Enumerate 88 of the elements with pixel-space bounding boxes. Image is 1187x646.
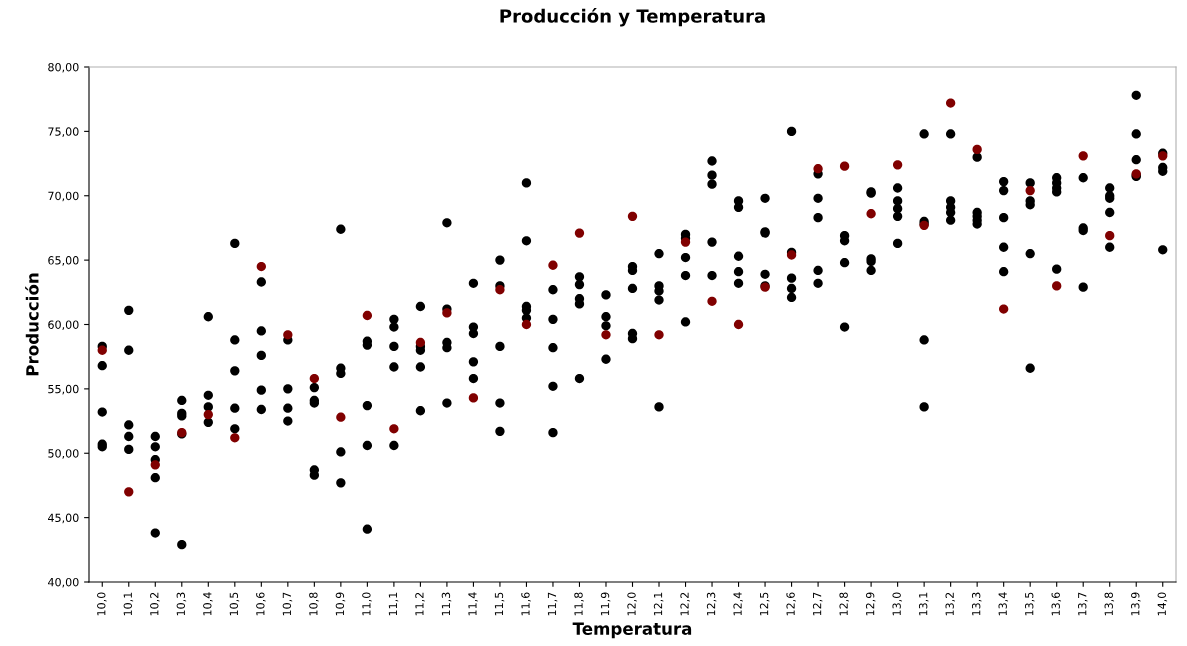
x-tick-label: 13,9 (1131, 592, 1141, 616)
x-tick-label: 11,7 (547, 592, 558, 616)
point (389, 424, 399, 434)
y-tick-label: 45,00 (48, 513, 79, 524)
x-axis-title: Temperatura (572, 622, 692, 639)
x-tick-label: 13,0 (892, 592, 902, 616)
x-tick-label: 12,2 (680, 592, 690, 616)
x-tick-label: 12,7 (812, 592, 823, 616)
point (124, 487, 134, 497)
y-tick-label: 70,00 (48, 191, 79, 202)
point (495, 285, 505, 295)
point (1052, 281, 1062, 291)
point (972, 144, 982, 155)
y-tick-label: 60,00 (48, 320, 79, 331)
x-tick-label: 13,5 (1025, 592, 1035, 616)
x-tick-label: 10,8 (309, 592, 319, 616)
x-tick-label: 14,0 (1157, 592, 1168, 616)
x-tick-label: 12,9 (865, 592, 876, 616)
point (256, 261, 266, 272)
x-tick-label: 10,9 (335, 592, 346, 616)
x-tick-label: 10,3 (176, 592, 187, 616)
point (230, 433, 240, 443)
point (468, 393, 479, 403)
x-tick-label: 12,0 (627, 592, 637, 616)
point (1025, 185, 1035, 196)
x-tick-label: 13,8 (1104, 592, 1115, 616)
point (892, 160, 903, 170)
x-tick-label: 13,3 (971, 592, 982, 616)
x-tick-label: 11,1 (388, 592, 399, 616)
x-tick-label: 10,4 (203, 592, 213, 616)
point (654, 330, 664, 340)
x-tick-label: 10,6 (256, 592, 266, 616)
x-tick-label: 10,5 (229, 592, 240, 616)
point (680, 237, 691, 247)
x-tick-label: 11,2 (415, 592, 425, 616)
x-tick-label: 13,6 (1051, 592, 1062, 616)
x-tick-label: 10,1 (123, 592, 134, 616)
y-tick-label: 40,00 (48, 577, 79, 588)
x-tick-label: 10,0 (97, 592, 107, 616)
point (839, 161, 850, 171)
x-tick-label: 11,6 (521, 592, 531, 616)
point (627, 211, 638, 222)
x-tick-label: 13,2 (945, 592, 955, 616)
x-tick-label: 12,3 (706, 592, 717, 616)
x-tick-label: 11,5 (494, 592, 505, 616)
point (548, 260, 558, 270)
y-tick-label: 65,00 (48, 256, 79, 266)
x-tick-label: 12,8 (839, 592, 849, 616)
point (336, 412, 346, 422)
x-tick-label: 11,4 (468, 592, 478, 616)
point (999, 304, 1009, 314)
point (707, 296, 717, 306)
x-tick-label: 12,1 (653, 592, 664, 616)
point (945, 98, 956, 108)
y-tick-label: 75,00 (48, 127, 79, 137)
x-tick-label: 13,4 (998, 592, 1009, 616)
point (150, 460, 160, 470)
x-tick-label: 11,9 (600, 592, 611, 616)
x-tick-label: 11,3 (441, 592, 452, 616)
point (1078, 151, 1088, 161)
x-tick-label: 12,4 (733, 592, 743, 616)
point (813, 164, 823, 174)
point (97, 345, 107, 355)
point (866, 209, 876, 219)
x-tick-label: 12,6 (786, 592, 796, 616)
x-tick-label: 12,5 (759, 592, 770, 616)
point (415, 337, 426, 348)
chart-title: Producción y Temperatura (500, 8, 765, 27)
x-tick-label: 13,7 (1078, 592, 1088, 616)
point (574, 228, 585, 238)
point (203, 409, 213, 420)
x-tick-label: 10,2 (150, 592, 160, 616)
point (309, 373, 320, 384)
point (283, 330, 293, 340)
y-tick-label: 80,00 (48, 62, 79, 73)
x-tick-label: 11,8 (574, 592, 584, 616)
y-tick-label: 50,00 (48, 449, 79, 459)
point (1105, 231, 1115, 241)
y-axis-title: Producción (25, 273, 39, 376)
x-tick-label: 10,7 (282, 592, 293, 616)
point (733, 319, 744, 330)
point (362, 310, 373, 321)
point (601, 330, 611, 340)
y-tick-label: 55,00 (48, 384, 79, 395)
point (442, 308, 452, 318)
x-tick-label: 13,1 (918, 592, 929, 616)
point (521, 319, 532, 330)
x-tick-label: 11,0 (362, 592, 372, 616)
